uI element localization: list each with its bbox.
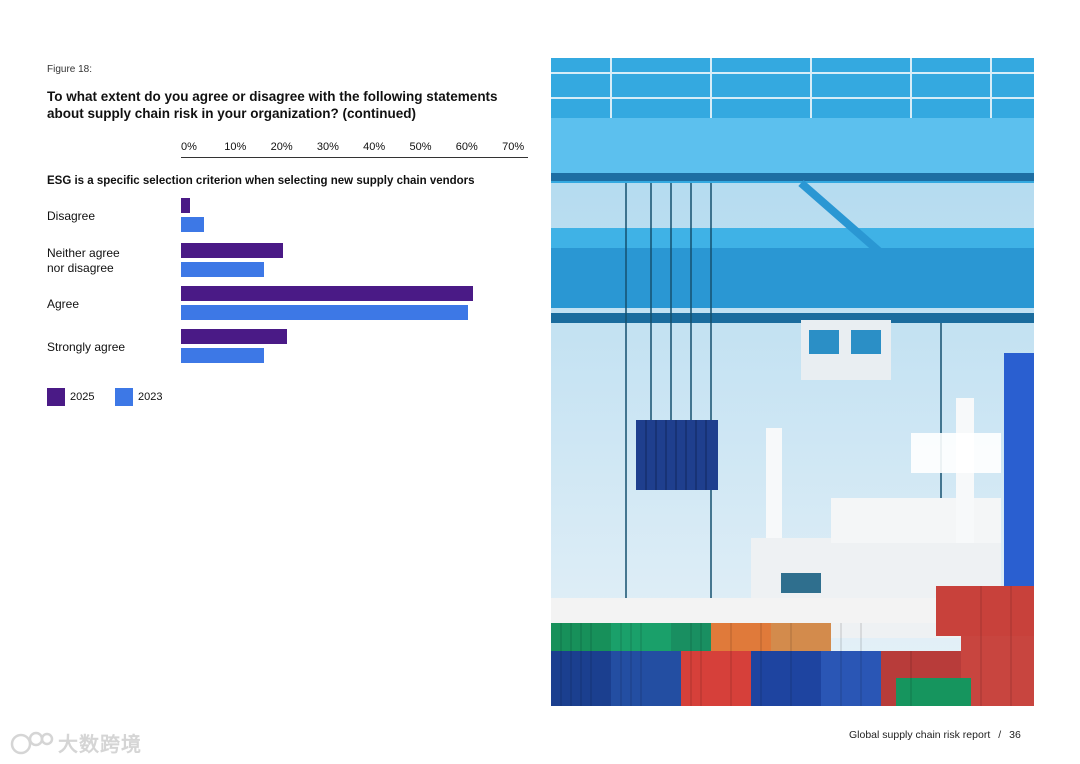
- x-tick-label: 20%: [270, 141, 293, 153]
- watermark: 大数跨境: [10, 728, 142, 757]
- x-tick-label: 0%: [181, 141, 197, 153]
- x-tick-label: 50%: [409, 141, 432, 153]
- page-number: 36: [1009, 729, 1021, 741]
- legend-label-2025: 2025: [70, 391, 95, 403]
- figure-label: Figure 18:: [47, 64, 93, 75]
- bar-2025: [181, 286, 473, 301]
- bar-2023: [181, 217, 205, 232]
- x-tick-label: 30%: [316, 141, 339, 153]
- category-label: Strongly agree: [47, 340, 126, 354]
- figure-title: To what extent do you agree or disagree …: [47, 89, 498, 121]
- page-footer: Global supply chain risk report / 36: [849, 729, 1021, 741]
- bar-2025: [181, 329, 288, 344]
- legend-label-2023: 2023: [138, 391, 163, 403]
- category-label: Agree: [47, 297, 80, 311]
- report-name: Global supply chain risk report: [849, 729, 991, 741]
- bar-2023: [181, 305, 469, 320]
- container-port-photo: [551, 58, 1034, 706]
- x-tick-label: 70%: [502, 141, 525, 153]
- x-tick-label: 60%: [455, 141, 478, 153]
- legend-swatch-2025: [47, 388, 65, 406]
- legend-item-2023: 2023: [115, 388, 162, 406]
- x-axis-line: [181, 157, 528, 158]
- bar-2023: [181, 348, 265, 363]
- x-tick-label: 40%: [363, 141, 386, 153]
- container-port-photo-illustration: [551, 58, 1034, 706]
- category-label: Neither agree nor disagree: [47, 246, 120, 275]
- bar-2025: [181, 198, 191, 213]
- legend-item-2025: 2025: [47, 388, 94, 406]
- bar-2025: [181, 243, 283, 258]
- legend-swatch-2023: [115, 388, 133, 406]
- category-label: Disagree: [47, 209, 96, 223]
- watermark-text: 大数跨境: [58, 734, 142, 756]
- chart-question: ESG is a specific selection criterion wh…: [47, 175, 475, 187]
- footer-separator: /: [998, 729, 1002, 741]
- bar-2023: [181, 262, 265, 277]
- x-tick-label: 10%: [224, 141, 247, 153]
- watermark-logo-icon: [10, 731, 54, 754]
